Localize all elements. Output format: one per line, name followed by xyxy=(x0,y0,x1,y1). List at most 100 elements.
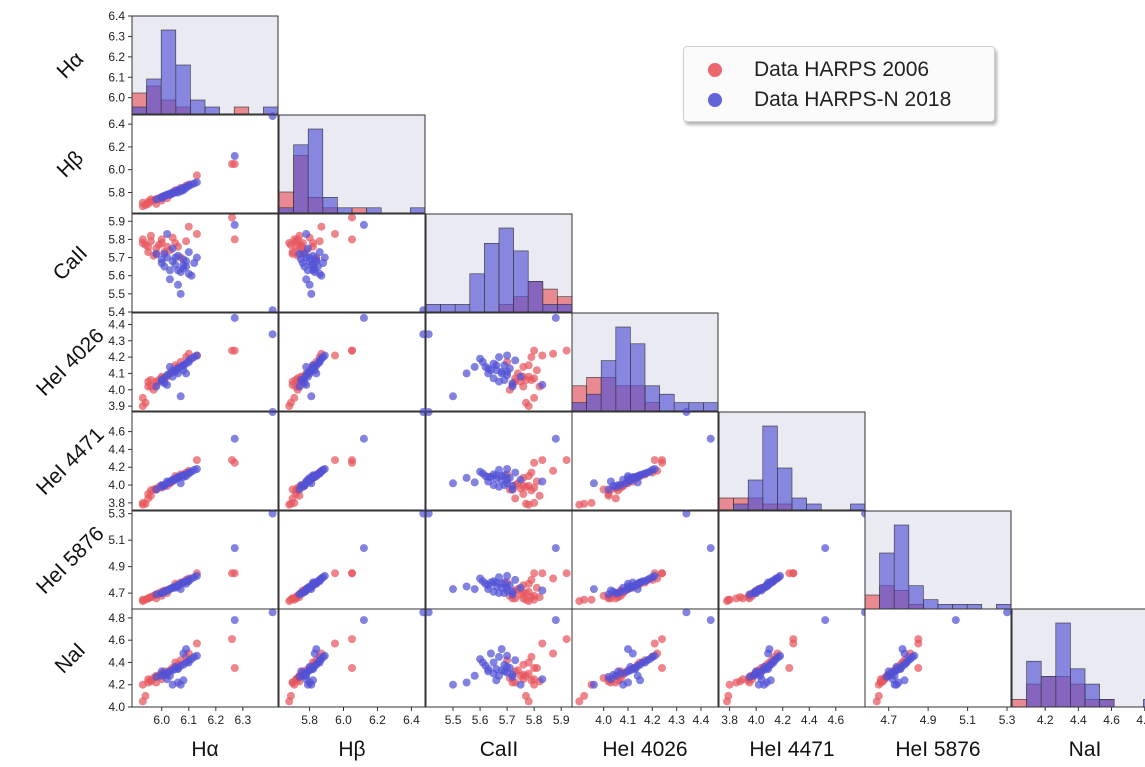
point-data-harps-n-2018-4-3-25 xyxy=(706,434,715,443)
point-data-harps-n-2018-6-2-18 xyxy=(470,671,479,680)
hist-bar-6-harps-n-2018-5 xyxy=(1084,683,1100,708)
point-data-harps-2006-4-0-21 xyxy=(230,458,239,467)
point-data-harps-2006-2-0-20 xyxy=(228,213,236,222)
panel-frame-3-0 xyxy=(131,312,279,412)
point-data-harps-n-2018-6-2-13 xyxy=(495,652,503,661)
point-data-harps-n-2018-5-3-28 xyxy=(609,587,618,596)
point-data-harps-2006-6-1-21 xyxy=(348,664,356,672)
y-tick-label-0-1: 6.1 xyxy=(108,70,125,84)
point-data-harps-n-2018-5-3-25 xyxy=(706,544,715,553)
point-data-harps-n-2018-4-3-16 xyxy=(589,479,598,488)
point-data-harps-n-2018-4-2-14 xyxy=(516,475,525,484)
point-data-harps-n-2018-3-1-16 xyxy=(307,392,316,401)
point-data-harps-2006-4-3-2 xyxy=(587,498,596,507)
point-data-harps-2006-5-2-18 xyxy=(549,574,558,583)
point-data-harps-2006-6-0-1 xyxy=(141,691,150,700)
panel-frame-4-1 xyxy=(278,411,426,511)
point-data-harps-n-2018-3-0-20 xyxy=(182,369,191,378)
hist-bar-1-harps-n-2018-3 xyxy=(322,197,338,214)
point-data-harps-n-2018-3-2-15 xyxy=(462,369,471,378)
point-data-harps-n-2018-6-3-16 xyxy=(589,680,598,689)
point-data-harps-n-2018-3-1-24 xyxy=(320,351,329,360)
point-data-harps-n-2018-5-0-26 xyxy=(268,509,277,518)
point-data-harps-n-2018-3-0-16 xyxy=(176,392,185,401)
point-data-harps-n-2018-5-1-21 xyxy=(315,577,324,586)
point-data-harps-2006-6-2-21 xyxy=(530,664,539,672)
point-data-harps-n-2018-2-1-25 xyxy=(359,220,368,229)
hist-bar-5-harps-n-2018-4 xyxy=(923,599,939,610)
point-data-harps-2006-2-1-19 xyxy=(331,230,339,238)
y-tick-label-3-0: 3.9 xyxy=(108,399,125,413)
hist-bar-6-harps-2006-0 xyxy=(1011,699,1027,708)
point-data-harps-n-2018-6-0-29 xyxy=(179,676,188,685)
x-axis-label-hei-4471: HeI 4471 xyxy=(749,738,834,761)
point-data-harps-2006-1-0-19 xyxy=(192,171,201,180)
x-tick-label-2-3: 5.8 xyxy=(526,713,543,727)
point-data-harps-n-2018-6-2-6 xyxy=(492,665,501,674)
y-tick-label-2-0: 5.4 xyxy=(108,305,125,319)
y-axis-label-h: Hα xyxy=(53,48,89,84)
y-axis-label-nai: NaI xyxy=(51,639,90,678)
point-data-harps-n-2018-4-0-24 xyxy=(192,465,201,473)
point-data-harps-n-2018-5-1-28 xyxy=(300,587,309,596)
point-data-harps-2006-4-3-7 xyxy=(604,491,613,500)
legend-label-harps-n-2018: Data HARPS-N 2018 xyxy=(754,88,952,111)
point-data-harps-n-2018-5-1-24 xyxy=(320,571,329,580)
point-data-harps-n-2018-3-0-29 xyxy=(179,361,188,370)
y-tick-label-4-2: 4.2 xyxy=(108,460,125,474)
y-tick-label-4-1: 4.0 xyxy=(108,478,125,492)
x-tick-label-6-1: 4.4 xyxy=(1070,713,1087,727)
point-data-harps-n-2018-6-2-25 xyxy=(551,616,560,625)
point-data-harps-2006-5-4-2 xyxy=(725,595,734,604)
point-data-harps-n-2018-5-0-24 xyxy=(192,571,201,580)
point-data-harps-n-2018-5-2-11 xyxy=(511,575,520,584)
x-axis-label-nai: NaI xyxy=(1069,738,1102,761)
legend: Data HARPS 2006 Data HARPS-N 2018 xyxy=(683,46,995,122)
x-tick-label-4-0: 3.8 xyxy=(721,713,738,727)
point-data-harps-n-2018-6-5-21 xyxy=(902,658,911,667)
hist-bar-5-harps-n-2018-2 xyxy=(893,524,910,610)
point-data-harps-n-2018-2-1-29 xyxy=(309,260,317,269)
point-data-harps-2006-6-3-21 xyxy=(658,664,666,672)
point-data-harps-n-2018-6-1-20 xyxy=(312,645,321,654)
y-tick-label-0-3: 6.3 xyxy=(108,29,125,43)
point-data-harps-2006-6-3-0 xyxy=(575,697,584,706)
hist-bar-0-harps-n-2018-3 xyxy=(175,64,191,115)
point-data-harps-2006-5-2-19 xyxy=(538,569,547,578)
point-data-harps-n-2018-2-0-15 xyxy=(174,280,182,289)
point-data-harps-2006-4-2-23 xyxy=(530,483,539,492)
x-tick-label-4-2: 4.2 xyxy=(774,713,791,727)
panel-frame-6-1 xyxy=(278,608,426,708)
point-data-harps-2006-6-4-2 xyxy=(725,680,734,689)
x-axis-label-h: Hβ xyxy=(338,738,365,761)
point-data-harps-2006-6-2-20 xyxy=(562,635,571,644)
x-axis-label-hei-5876: HeI 5876 xyxy=(895,738,980,761)
x-tick-label-2-4: 5.9 xyxy=(553,713,570,727)
point-data-harps-n-2018-5-2-29 xyxy=(492,578,501,587)
point-data-harps-2006-2-1-15 xyxy=(309,239,317,247)
hist-bar-5-harps-n-2018-7 xyxy=(966,603,983,610)
point-data-harps-2006-6-2-24 xyxy=(519,670,528,679)
panel-frame-3-3 xyxy=(571,312,719,412)
point-data-harps-2006-3-2-1 xyxy=(522,398,530,407)
point-data-harps-n-2018-6-2-27 xyxy=(484,665,493,674)
point-data-harps-2006-6-1-19 xyxy=(331,639,339,648)
y-axis-label-hei-5876: HeI 5876 xyxy=(32,522,109,599)
point-data-harps-n-2018-2-0-17 xyxy=(163,230,172,238)
point-data-harps-n-2018-3-1-25 xyxy=(359,313,368,322)
point-data-harps-n-2018-3-0-24 xyxy=(192,351,201,360)
point-data-harps-n-2018-6-2-28 xyxy=(508,670,517,679)
hist-bar-5-harps-n-2018-1 xyxy=(879,552,895,610)
hist-bar-3-harps-n-2018-6 xyxy=(659,393,675,412)
point-data-harps-n-2018-6-3-24 xyxy=(650,651,659,660)
scatter-panel-3-2 xyxy=(426,313,572,411)
point-data-harps-n-2018-6-3-26 xyxy=(682,608,691,617)
point-data-harps-n-2018-1-0-28 xyxy=(160,191,169,200)
point-data-harps-2006-3-1-22 xyxy=(288,380,297,389)
point-data-harps-n-2018-4-2-24 xyxy=(503,465,512,473)
y-axis-label-hei-4471: HeI 4471 xyxy=(32,423,109,500)
point-data-harps-2006-1-0-21 xyxy=(230,160,239,168)
point-data-harps-2006-3-0-2 xyxy=(138,393,147,402)
point-data-harps-n-2018-3-2-22 xyxy=(500,376,509,384)
hist-bar-0-harps-n-2018-1 xyxy=(146,78,162,115)
